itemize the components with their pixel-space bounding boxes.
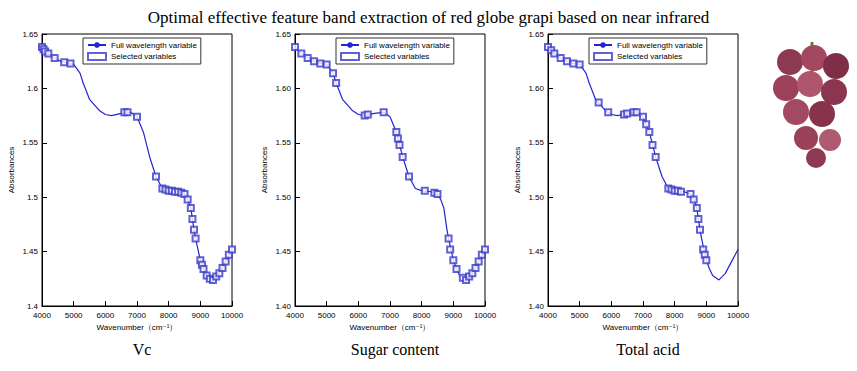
svg-text:4000: 4000 [33,311,51,320]
svg-text:Wavenumber（cm⁻¹）: Wavenumber（cm⁻¹） [97,323,178,332]
svg-text:9000: 9000 [191,311,209,320]
svg-text:1.5: 1.5 [27,193,39,202]
svg-text:1.45: 1.45 [275,247,291,256]
svg-text:Optimal effective feature band: Optimal effective feature band extractio… [148,8,710,27]
svg-text:9000: 9000 [444,311,462,320]
svg-text:5000: 5000 [571,311,589,320]
svg-text:10000: 10000 [474,311,497,320]
svg-text:Selected variables: Selected variables [364,52,429,61]
svg-text:Total acid: Total acid [616,341,679,358]
svg-text:Absorbances: Absorbances [260,147,269,194]
svg-text:9000: 9000 [697,311,715,320]
svg-text:1.60: 1.60 [275,84,291,93]
svg-text:8000: 8000 [413,311,431,320]
svg-text:1.6: 1.6 [27,84,39,93]
svg-text:10000: 10000 [727,311,750,320]
svg-text:1.50: 1.50 [275,193,291,202]
svg-text:Absorbances: Absorbances [7,147,16,194]
svg-text:Selected variables: Selected variables [617,52,682,61]
svg-text:Wavenumber（cm⁻¹）: Wavenumber（cm⁻¹） [603,323,684,332]
svg-text:5000: 5000 [318,311,336,320]
svg-text:Full wavelength variable: Full wavelength variable [111,41,197,50]
svg-text:10000: 10000 [221,311,244,320]
svg-text:1.55: 1.55 [275,138,291,147]
svg-text:1.40: 1.40 [528,302,544,311]
svg-text:Absorbances: Absorbances [513,147,522,194]
svg-text:6000: 6000 [349,311,367,320]
svg-text:1.50: 1.50 [528,193,544,202]
svg-text:4000: 4000 [539,311,557,320]
svg-text:1.65: 1.65 [528,30,544,39]
svg-text:4000: 4000 [286,311,304,320]
svg-text:Wavenumber（cm⁻¹）: Wavenumber（cm⁻¹） [350,323,431,332]
svg-text:5000: 5000 [65,311,83,320]
svg-text:Selected variables: Selected variables [111,52,176,61]
svg-text:Full wavelength variable: Full wavelength variable [364,41,450,50]
svg-text:7000: 7000 [381,311,399,320]
svg-text:1.40: 1.40 [275,302,291,311]
svg-text:Vc: Vc [133,341,152,358]
svg-text:1.60: 1.60 [528,84,544,93]
svg-text:1.65: 1.65 [22,30,38,39]
svg-text:6000: 6000 [96,311,114,320]
svg-text:6000: 6000 [602,311,620,320]
svg-text:Full wavelength variable: Full wavelength variable [617,41,703,50]
svg-text:1.4: 1.4 [27,302,39,311]
svg-text:1.55: 1.55 [528,138,544,147]
svg-text:1.45: 1.45 [528,247,544,256]
svg-text:8000: 8000 [666,311,684,320]
svg-text:8000: 8000 [160,311,178,320]
svg-text:1.45: 1.45 [22,247,38,256]
svg-text:Sugar content: Sugar content [351,341,440,359]
svg-text:1.55: 1.55 [22,138,38,147]
svg-text:1.65: 1.65 [275,30,291,39]
svg-text:7000: 7000 [128,311,146,320]
svg-text:7000: 7000 [634,311,652,320]
